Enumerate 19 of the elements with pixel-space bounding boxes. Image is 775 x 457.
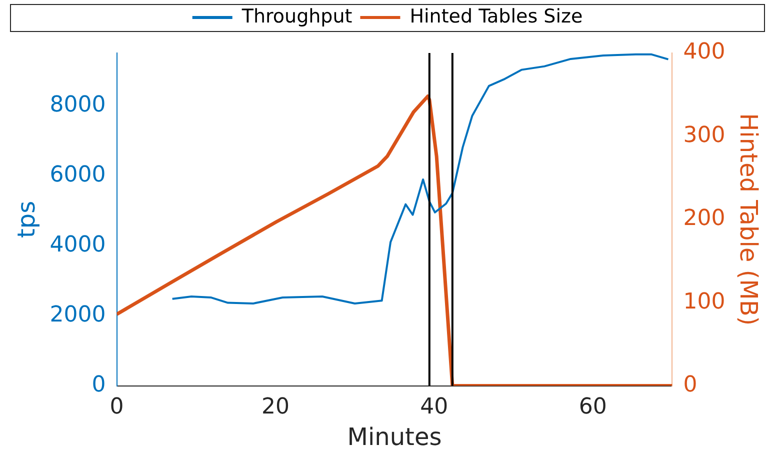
x-tick-label: 60	[578, 394, 607, 420]
x-tick-label: 0	[110, 394, 124, 420]
y-tick-label: 0	[92, 372, 106, 398]
legend-label: Hinted Tables Size	[410, 5, 583, 28]
y-axis-title: tps	[12, 200, 41, 238]
y2-tick-label: 400	[683, 40, 726, 65]
y2-tick-label: 100	[683, 289, 726, 314]
y2-tick-label: 200	[683, 206, 726, 232]
x-axis-title: Minutes	[347, 422, 442, 451]
y-tick-label: 6000	[50, 162, 106, 188]
y-tick-label: 4000	[50, 232, 106, 258]
y2-tick-label: 0	[683, 372, 698, 398]
x-tick-label: 40	[420, 394, 448, 420]
x-tick-label: 20	[261, 394, 290, 420]
y2-tick-label: 300	[683, 122, 726, 148]
y2-axis-title: Hinted Table (MB)	[734, 113, 762, 326]
y-tick-label: 8000	[50, 92, 106, 118]
legend-label: Throughput	[240, 5, 352, 28]
y-tick-label: 2000	[50, 302, 106, 328]
